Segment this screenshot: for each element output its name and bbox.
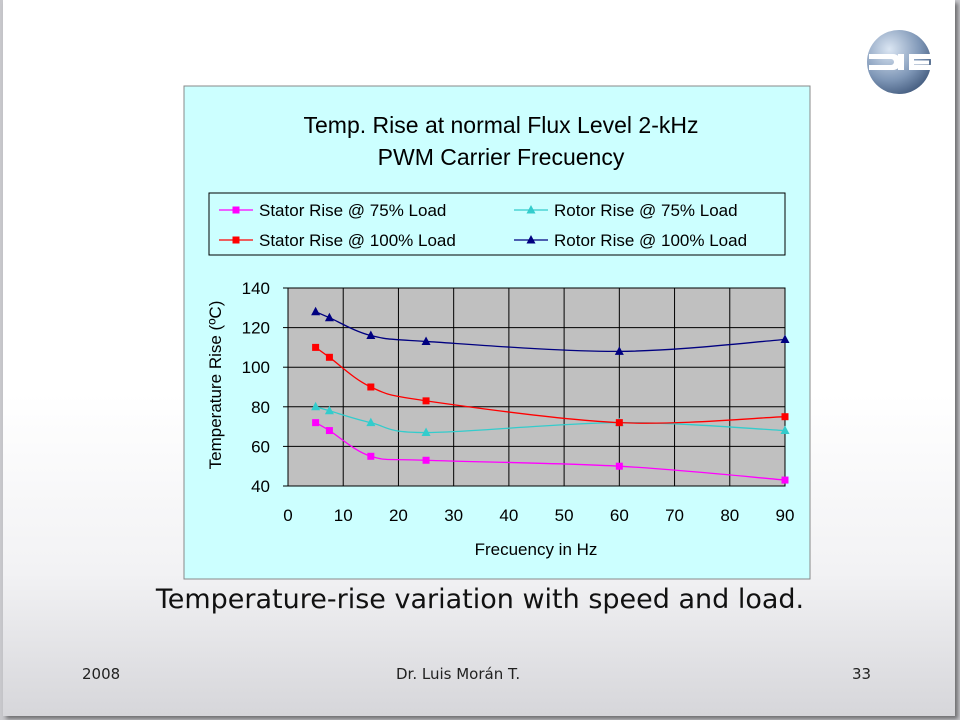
x-tick-label: 0 — [283, 506, 292, 525]
x-tick-label: 50 — [555, 506, 574, 525]
legend-item: Rotor Rise @ 100% Load — [514, 231, 747, 250]
legend-item: Rotor Rise @ 75% Load — [514, 201, 738, 220]
legend-marker — [232, 206, 240, 214]
x-tick-label: 80 — [720, 506, 739, 525]
data-point — [421, 427, 431, 437]
data-point — [312, 343, 320, 351]
footer-year: 2008 — [82, 665, 121, 683]
die-logo-icon — [867, 30, 931, 94]
x-tick-label: 60 — [610, 506, 629, 525]
footer-page-number: 33 — [852, 665, 872, 683]
x-tick-label: 40 — [499, 506, 518, 525]
legend-label: Rotor Rise @ 75% Load — [554, 201, 738, 220]
y-axis-label: Temperature Rise (ºC) — [206, 301, 225, 470]
data-point — [366, 330, 376, 340]
legend-marker — [232, 236, 240, 244]
data-point — [780, 425, 790, 435]
y-tick-label: 80 — [251, 398, 270, 417]
chart-title-line2: PWM Carrier Frecuency — [378, 144, 625, 170]
y-tick-label: 60 — [251, 437, 270, 456]
legend-marker — [526, 235, 536, 244]
legend-label: Stator Rise @ 75% Load — [259, 201, 446, 220]
series-3 — [312, 343, 789, 427]
x-tick-label: 10 — [334, 506, 353, 525]
x-tick-label: 90 — [776, 506, 795, 525]
x-tick-label: 30 — [444, 506, 463, 525]
data-point — [325, 427, 333, 435]
x-axis-label: Frecuency in Hz — [475, 540, 598, 559]
data-point — [367, 383, 375, 391]
legend-item: Stator Rise @ 100% Load — [219, 231, 456, 250]
gridlines — [287, 287, 786, 487]
footer-author: Dr. Luis Morán T. — [396, 665, 521, 683]
data-point — [367, 452, 375, 460]
data-point — [614, 346, 624, 355]
axes: 0 10 20 30 40 50 60 70 80 90 40 60 80 100 120 140 — [242, 279, 795, 525]
chart-title-line1: Temp. Rise at normal Flux Level 2-kHz — [304, 112, 699, 138]
data-point — [780, 334, 790, 343]
data-point — [781, 413, 789, 421]
legend-label: Stator Rise @ 100% Load — [259, 231, 456, 250]
y-tick-label: 140 — [242, 279, 270, 298]
data-point — [366, 417, 376, 427]
data-point — [615, 419, 623, 427]
y-tick-label: 100 — [242, 358, 270, 377]
y-tick-label: 40 — [251, 477, 270, 496]
legend-label: Rotor Rise @ 100% Load — [554, 231, 747, 250]
data-point — [615, 462, 623, 470]
legend-marker — [526, 205, 536, 214]
data-point — [312, 419, 320, 427]
data-point — [422, 456, 430, 464]
slide-caption: Temperature-rise variation with speed an… — [155, 584, 805, 615]
data-point — [311, 401, 321, 411]
data-point — [421, 336, 431, 345]
y-tick-label: 120 — [242, 319, 270, 338]
legend-item: Stator Rise @ 75% Load — [219, 201, 446, 220]
series-1 — [312, 419, 789, 484]
data-point — [324, 405, 334, 415]
data-point — [325, 353, 333, 361]
legend-box — [208, 192, 786, 256]
data-point — [422, 397, 430, 405]
data-point — [781, 476, 789, 484]
x-tick-label: 20 — [389, 506, 408, 525]
series-group — [311, 306, 790, 484]
data-point — [311, 306, 321, 316]
x-tick-label: 70 — [665, 506, 684, 525]
plot-area — [287, 287, 786, 487]
data-point — [324, 312, 334, 322]
series-4 — [311, 306, 790, 355]
legend: Stator Rise @ 75% Load Rotor Rise @ 75% L… — [219, 201, 747, 250]
